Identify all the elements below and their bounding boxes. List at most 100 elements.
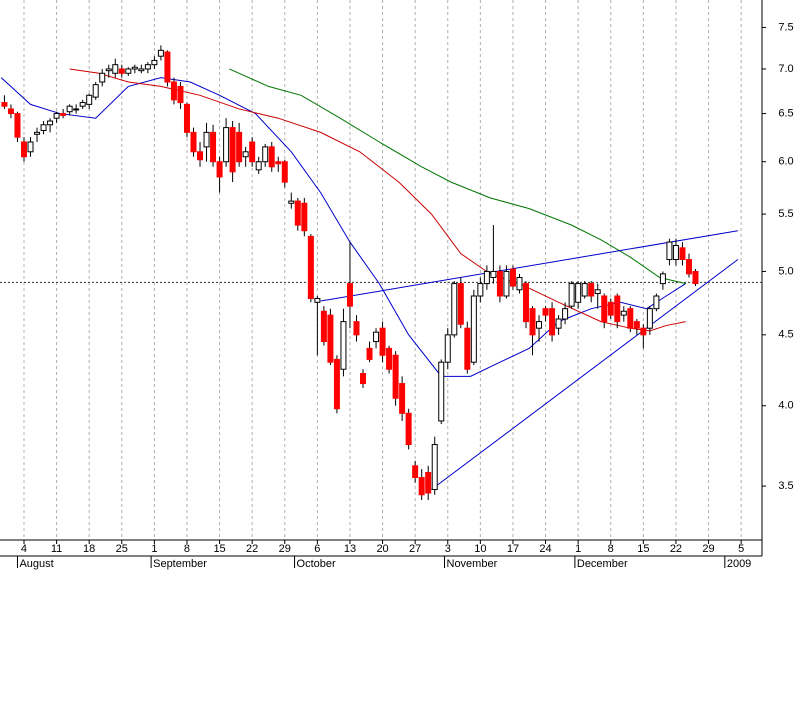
y-tick-label: 6.5 <box>778 107 793 119</box>
month-label: October <box>297 558 336 570</box>
candle-body <box>536 321 543 329</box>
candle-body <box>438 361 445 422</box>
candle-body <box>653 295 660 310</box>
candle-body <box>685 259 692 275</box>
candle-body <box>223 127 230 163</box>
month-label: November <box>447 558 498 570</box>
x-tick-label: 13 <box>344 543 356 555</box>
candle-body <box>249 141 256 163</box>
candle-body <box>281 161 288 183</box>
candle-body <box>99 72 106 83</box>
candle-body <box>431 444 438 491</box>
candle-body <box>562 308 569 320</box>
candle-body <box>542 308 549 316</box>
month-label: 2009 <box>727 558 751 570</box>
candle-body <box>529 308 536 336</box>
candle-body <box>366 347 373 360</box>
y-tick-label: 3.5 <box>778 480 793 492</box>
moving-average <box>229 68 686 285</box>
candle-body <box>216 161 223 178</box>
y-tick-label: 5.0 <box>778 265 793 277</box>
candle-body <box>320 310 327 343</box>
candle-body <box>516 276 523 291</box>
candle-body <box>92 84 99 98</box>
candle-body <box>79 102 86 107</box>
candle-body <box>138 68 145 72</box>
candle-body <box>399 383 406 414</box>
y-tick-label: 5.5 <box>778 208 793 220</box>
x-tick-label: 20 <box>376 543 388 555</box>
candle-body <box>210 131 217 163</box>
candle-body <box>268 146 275 168</box>
trend-line <box>431 259 739 490</box>
candle-body <box>509 268 516 287</box>
candle-body <box>405 412 412 446</box>
candle-body <box>477 283 484 297</box>
candle-body <box>444 334 451 363</box>
x-tick-label: 8 <box>184 543 190 555</box>
candle-body <box>425 471 432 494</box>
candle-body <box>288 200 295 204</box>
candle-body <box>307 235 314 300</box>
y-tick-label: 7.5 <box>778 21 793 33</box>
y-tick-label: 4.5 <box>778 329 793 341</box>
x-tick-label: 15 <box>213 543 225 555</box>
candle-body <box>620 310 627 316</box>
candle-body <box>157 49 164 57</box>
candle-body <box>568 283 575 307</box>
candle-body <box>262 146 269 163</box>
x-tick-label: 3 <box>445 543 451 555</box>
x-tick-label: 24 <box>539 543 551 555</box>
candle-body <box>190 131 197 153</box>
x-tick-label: 18 <box>83 543 95 555</box>
candle-body <box>170 81 177 101</box>
candle-body <box>275 161 282 165</box>
x-tick-label: 5 <box>738 543 744 555</box>
candle-body <box>86 94 93 105</box>
candle-body <box>144 64 151 70</box>
candle-body <box>470 295 477 363</box>
candle-body <box>503 270 510 297</box>
candle-body <box>255 161 262 171</box>
month-label: August <box>19 558 53 570</box>
candle-body <box>327 314 334 363</box>
candle-body <box>105 68 112 72</box>
candle-body <box>522 283 529 323</box>
candle-body <box>118 68 125 74</box>
candle-body <box>412 465 419 479</box>
candle-body <box>73 108 80 111</box>
y-tick-label: 4.0 <box>778 400 793 412</box>
candle-body <box>627 308 634 329</box>
moving-average <box>0 77 686 377</box>
x-tick-label: 4 <box>21 543 27 555</box>
x-tick-label: 15 <box>637 543 649 555</box>
candle-body <box>379 327 386 356</box>
x-tick-label: 1 <box>151 543 157 555</box>
candle-body <box>640 327 647 336</box>
candle-body <box>40 124 47 131</box>
y-tick-label: 6.0 <box>778 156 793 168</box>
candle-body <box>27 141 34 153</box>
x-tick-label: 1 <box>575 543 581 555</box>
candle-body <box>457 283 464 325</box>
candle-body <box>34 131 41 135</box>
candle-body <box>340 321 347 370</box>
candle-body <box>451 283 458 336</box>
candle-body <box>659 273 666 285</box>
y-tick-label: 7.0 <box>778 63 793 75</box>
candle-body <box>614 295 621 323</box>
candle-body <box>555 318 562 329</box>
candle-body <box>131 66 138 70</box>
candle-body <box>496 270 503 297</box>
month-label: December <box>577 558 628 570</box>
candle-body <box>360 373 367 385</box>
candle-body <box>53 113 60 119</box>
moving-average <box>69 68 686 332</box>
candle-body <box>672 245 679 261</box>
candle-body <box>464 327 471 370</box>
candle-body <box>692 270 699 285</box>
candle-body <box>7 108 14 115</box>
candle-body <box>20 141 27 158</box>
candle-body <box>346 283 353 307</box>
